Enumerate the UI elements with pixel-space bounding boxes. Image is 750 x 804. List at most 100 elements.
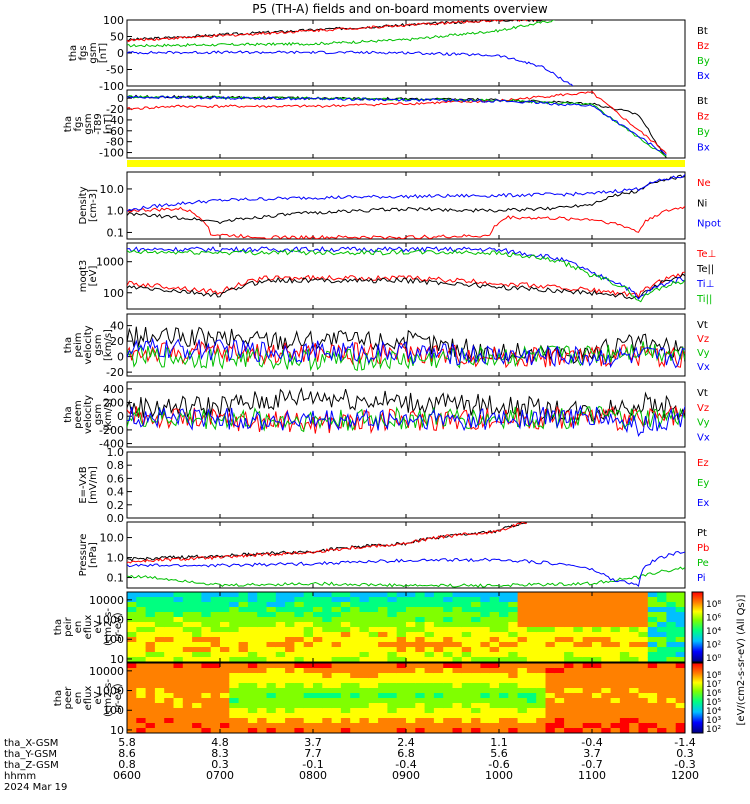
spec-peir-cell — [247, 592, 258, 598]
spec-peir-cell — [564, 657, 574, 663]
spec-peir-cell — [145, 592, 156, 598]
spec-peer-cell — [452, 718, 463, 724]
spec-peir-cell — [136, 602, 147, 608]
panel-peim_vel-ylabel-line: velocity — [83, 325, 94, 364]
spec-peer-cell — [257, 718, 267, 724]
spec-peir-cell — [303, 657, 314, 663]
spec-peir-cell — [666, 617, 677, 623]
spec-peir-cell — [461, 602, 472, 608]
spec-peer-cell — [127, 718, 137, 724]
spec-peer-cell — [657, 713, 667, 719]
spec-peir-cell — [573, 612, 584, 618]
panel-fgs_dev-ytick-label: -60 — [106, 125, 124, 138]
spec-peir-cell — [285, 607, 295, 613]
spec-peer-cell — [517, 673, 528, 679]
spec-peer-cell — [499, 663, 509, 669]
spec-peer-cell — [592, 703, 602, 709]
spec-peer-cell — [350, 688, 360, 694]
spec-peer-cell — [666, 678, 677, 684]
spec-peer-cell — [210, 683, 221, 689]
spec-peir-cell — [545, 592, 556, 598]
spec-peir-cell — [443, 617, 453, 623]
ephemeris-label: hhmm — [4, 771, 36, 782]
spec-peer-cell — [573, 678, 584, 684]
spec-peir-cell — [247, 657, 258, 663]
spec-peir-cell — [415, 642, 426, 648]
spec-peer-cell — [517, 713, 528, 719]
spec-peir-cell — [313, 657, 323, 663]
spec-peir-cell — [340, 617, 351, 623]
spec-peer-cell — [536, 668, 546, 674]
spec-peir-cell — [266, 657, 277, 663]
spec-peer-cell — [619, 683, 630, 689]
ephemeris-value: 2.4 — [397, 736, 415, 749]
spec-peir-ylabel-line: sr-eV) — [113, 612, 124, 641]
spec-peer-cell — [573, 703, 584, 709]
spec-peir-ylabel-line: eflux — [83, 615, 94, 640]
spec-peir-cell — [173, 592, 184, 598]
spec-peir-cell — [573, 657, 584, 663]
spec-peer-cell — [266, 708, 277, 714]
spec-peir-cell — [554, 637, 565, 643]
spec-peir-cell — [164, 602, 174, 608]
spec-peir-cell — [526, 592, 537, 598]
spec-peer-cell — [601, 728, 612, 734]
spec-peer-cell — [368, 663, 379, 669]
spec-peir-cell — [192, 612, 202, 618]
spec-peir-cell — [489, 647, 500, 653]
spec-peir-cell — [517, 657, 528, 663]
spec-peer-cell — [127, 693, 137, 699]
spec-peir-cell — [424, 592, 435, 598]
spec-peer-cell — [536, 693, 546, 699]
spec-peer-cell — [247, 728, 258, 734]
spec-peir-cell — [378, 657, 388, 663]
panel-peim_vel-legend-Vz: Vz — [697, 334, 709, 345]
spec-peer-cell — [424, 673, 435, 679]
spec-peer-colorbar-tick: 10⁴ — [706, 707, 721, 717]
spec-peir-cell — [489, 612, 500, 618]
spec-peir-cell — [536, 657, 546, 663]
spec-peir-cell — [220, 602, 230, 608]
spec-peir-cell — [285, 657, 295, 663]
spec-peir-cell — [508, 612, 519, 618]
spec-peir-cell — [247, 642, 258, 648]
spec-peir-cell — [136, 612, 147, 618]
spec-peer-cell — [192, 693, 202, 699]
spec-peir-cell — [266, 607, 277, 613]
spec-peir-cell — [517, 607, 528, 613]
spec-peer-colorbar — [691, 662, 704, 734]
spec-peer-cell — [340, 678, 351, 684]
spec-peer-cell — [257, 688, 267, 694]
spec-peir-cell — [303, 592, 314, 598]
spec-peir-cell — [313, 622, 323, 628]
spec-peir-cell — [247, 647, 258, 653]
spec-peer-cell — [638, 703, 649, 709]
spec-peer-cell — [192, 723, 202, 729]
spec-peer-cell — [526, 698, 537, 704]
spec-peer-cell — [229, 678, 240, 684]
spec-peer-cell — [629, 713, 639, 719]
spec-peir-cell — [285, 652, 295, 658]
spec-peer-cell — [387, 693, 398, 699]
spec-peer-cell — [303, 713, 314, 719]
spec-peir-cell — [433, 657, 444, 663]
spec-peir-cell — [182, 627, 193, 633]
spec-peer-cell — [285, 683, 295, 689]
spec-peir-cell — [136, 657, 147, 663]
panel-fgs-legend-Bx: Bx — [697, 71, 710, 82]
spec-peer-cell — [461, 718, 472, 724]
panel-density-ytick-label: 0.1 — [107, 226, 125, 239]
spec-peer-cell — [619, 693, 630, 699]
panel-fgs_dev-frame — [126, 89, 686, 159]
spec-peer-ylabel-line: sr-eV) — [113, 683, 124, 712]
spec-peer-cell — [554, 713, 565, 719]
spec-peer-cell — [592, 688, 602, 694]
spec-peer-cell — [322, 708, 333, 714]
spec-peir-cell — [526, 637, 537, 643]
spec-peir-cell — [415, 617, 426, 623]
spec-peer-cell — [499, 683, 509, 689]
spec-peir-cell — [545, 622, 556, 628]
panel-temperature-ytick-label: 1000 — [96, 256, 124, 269]
spec-peer-cell — [480, 693, 491, 699]
spec-peer-cell — [554, 698, 565, 704]
